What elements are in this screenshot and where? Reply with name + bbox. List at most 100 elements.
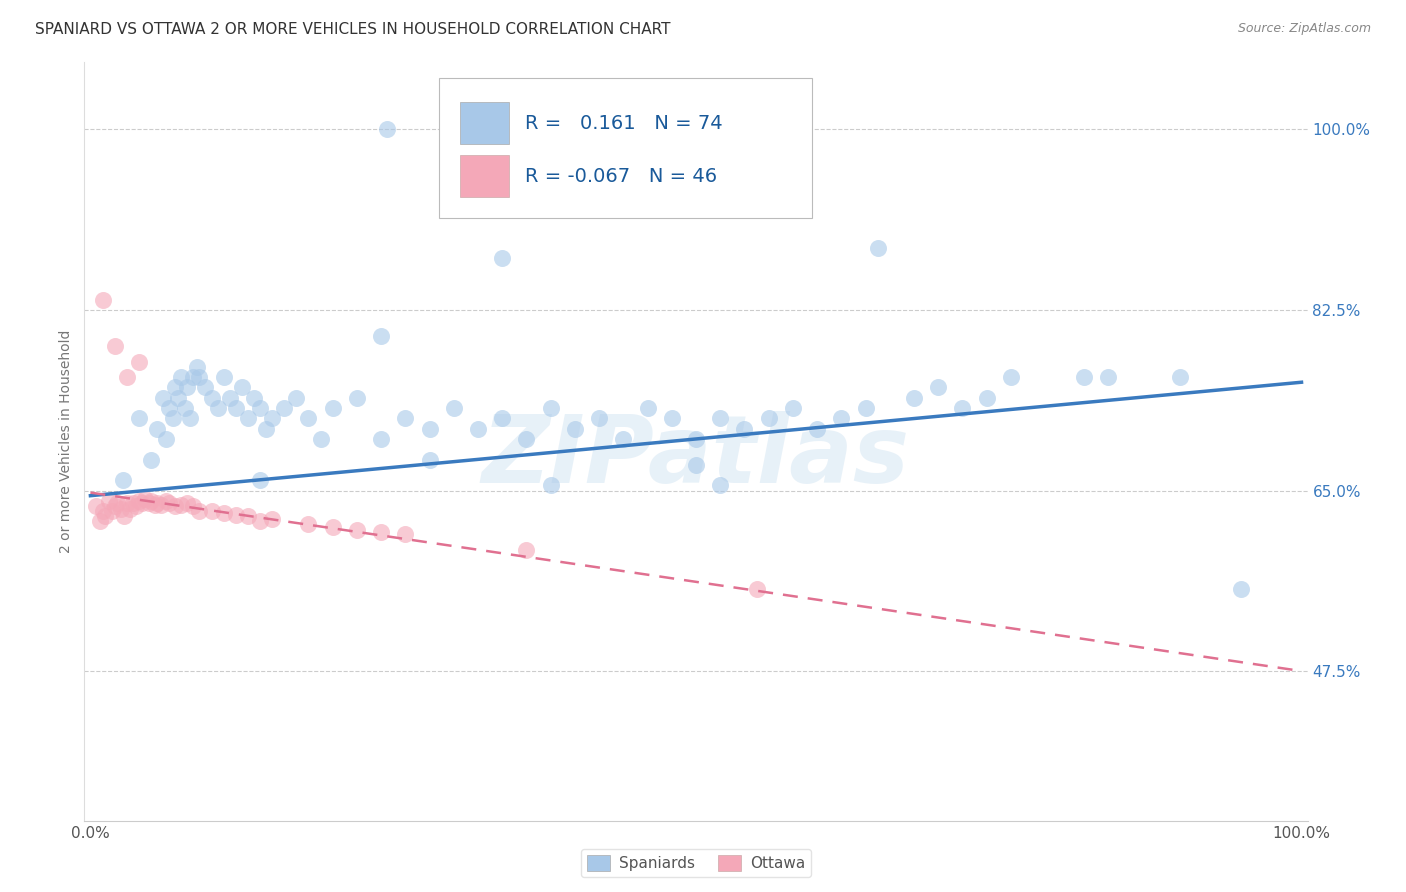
Point bbox=[112, 509, 135, 524]
Point bbox=[91, 504, 114, 518]
FancyBboxPatch shape bbox=[439, 78, 813, 218]
Point bbox=[249, 473, 271, 487]
Point bbox=[231, 380, 253, 394]
Point bbox=[86, 499, 108, 513]
Point bbox=[745, 582, 768, 596]
Point bbox=[104, 499, 127, 513]
Point bbox=[952, 401, 974, 415]
Point bbox=[491, 252, 513, 266]
Point bbox=[370, 328, 392, 343]
Point bbox=[443, 401, 465, 415]
Point bbox=[709, 411, 731, 425]
Point bbox=[976, 391, 998, 405]
Point bbox=[1097, 370, 1119, 384]
Point bbox=[112, 473, 135, 487]
Point bbox=[225, 508, 247, 523]
Text: R = -0.067   N = 46: R = -0.067 N = 46 bbox=[524, 167, 717, 186]
Point bbox=[94, 509, 117, 524]
Legend: Spaniards, Ottawa: Spaniards, Ottawa bbox=[581, 849, 811, 878]
Point bbox=[1230, 582, 1253, 596]
Point bbox=[218, 391, 240, 405]
Point bbox=[254, 422, 277, 436]
Point bbox=[285, 391, 308, 405]
Point bbox=[370, 524, 392, 539]
Point bbox=[515, 543, 537, 558]
Point bbox=[297, 516, 319, 531]
Point bbox=[188, 370, 211, 384]
Point bbox=[927, 380, 949, 394]
Point bbox=[212, 506, 235, 520]
Point bbox=[101, 504, 124, 518]
Point bbox=[165, 499, 187, 513]
Point bbox=[128, 411, 150, 425]
Point bbox=[149, 498, 172, 512]
Point bbox=[207, 401, 229, 415]
Point bbox=[186, 359, 208, 374]
Point bbox=[188, 504, 211, 518]
Point bbox=[183, 370, 205, 384]
Point bbox=[236, 509, 259, 524]
Point bbox=[540, 478, 562, 492]
Point bbox=[143, 498, 166, 512]
Point bbox=[91, 293, 114, 307]
Point bbox=[309, 432, 332, 446]
Point bbox=[243, 391, 266, 405]
Point bbox=[157, 401, 180, 415]
Point bbox=[612, 432, 634, 446]
Point bbox=[806, 422, 828, 436]
Point bbox=[782, 401, 804, 415]
Point bbox=[588, 411, 610, 425]
Point bbox=[866, 241, 889, 255]
Point bbox=[165, 380, 187, 394]
Point bbox=[157, 496, 180, 510]
Point bbox=[418, 422, 440, 436]
Point bbox=[273, 401, 295, 415]
Point bbox=[120, 502, 142, 516]
Point bbox=[194, 380, 217, 394]
Point bbox=[685, 432, 707, 446]
Point bbox=[110, 502, 132, 516]
Point bbox=[170, 498, 193, 512]
Point bbox=[152, 391, 174, 405]
Point bbox=[170, 370, 193, 384]
Point bbox=[200, 391, 222, 405]
Point bbox=[1073, 370, 1095, 384]
Point bbox=[491, 411, 513, 425]
Point bbox=[661, 411, 683, 425]
Point bbox=[418, 452, 440, 467]
Y-axis label: 2 or more Vehicles in Household: 2 or more Vehicles in Household bbox=[59, 330, 73, 553]
Point bbox=[146, 496, 169, 510]
Point bbox=[515, 432, 537, 446]
Point bbox=[128, 493, 150, 508]
Point bbox=[262, 512, 284, 526]
Point bbox=[322, 519, 344, 533]
Point bbox=[236, 411, 259, 425]
Point bbox=[733, 422, 755, 436]
Point bbox=[830, 411, 852, 425]
Point bbox=[105, 496, 128, 510]
Point bbox=[346, 523, 368, 537]
Point bbox=[176, 380, 198, 394]
Point bbox=[200, 504, 222, 518]
Point bbox=[855, 401, 877, 415]
Point bbox=[183, 499, 205, 513]
Text: Source: ZipAtlas.com: Source: ZipAtlas.com bbox=[1237, 22, 1371, 36]
Point bbox=[637, 401, 659, 415]
Text: ZIPatlas: ZIPatlas bbox=[482, 410, 910, 503]
Point bbox=[97, 493, 120, 508]
Point bbox=[394, 411, 416, 425]
Point bbox=[176, 496, 198, 510]
FancyBboxPatch shape bbox=[460, 155, 509, 197]
Point bbox=[162, 411, 184, 425]
Point bbox=[179, 411, 201, 425]
Point bbox=[134, 491, 156, 506]
Point bbox=[146, 422, 169, 436]
Point bbox=[1000, 370, 1022, 384]
Point bbox=[370, 432, 392, 446]
Point bbox=[104, 339, 127, 353]
Point bbox=[173, 401, 195, 415]
Point bbox=[262, 411, 284, 425]
Point bbox=[540, 401, 562, 415]
Point bbox=[131, 496, 153, 510]
Point bbox=[139, 452, 162, 467]
